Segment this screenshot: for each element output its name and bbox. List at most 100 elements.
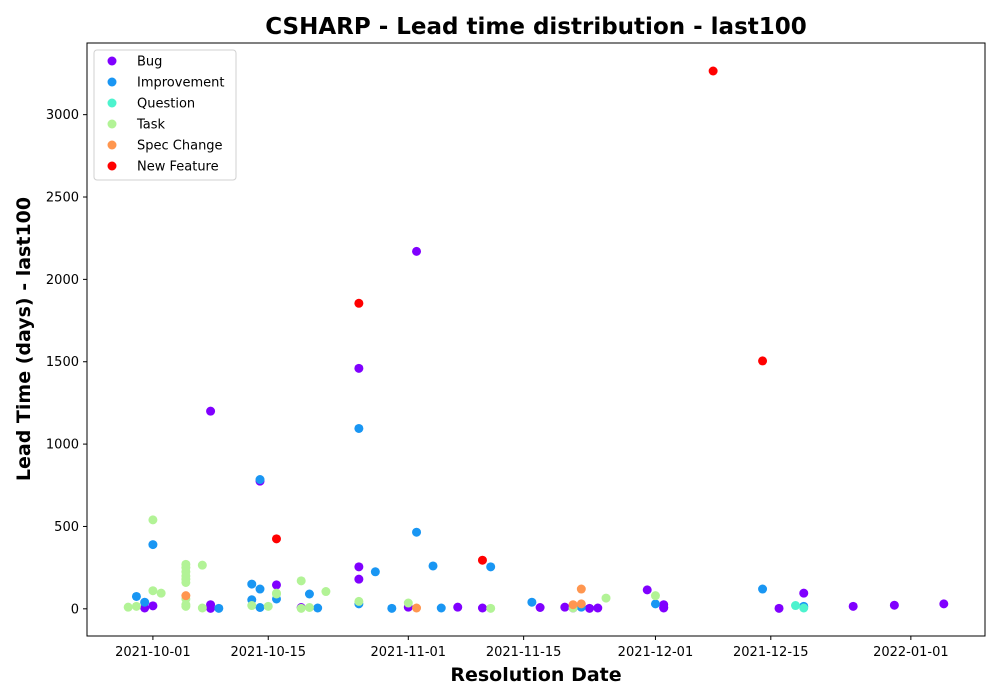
data-point: [206, 406, 216, 416]
legend-label: Improvement: [137, 76, 224, 91]
data-point: [708, 66, 718, 76]
data-point: [354, 596, 364, 606]
data-point: [271, 534, 281, 544]
data-point: [197, 560, 207, 570]
data-point: [412, 527, 422, 537]
legend: Bug Improvement Question Task Spec Change New…: [93, 49, 237, 181]
x-tick-label: 2022-01-01: [873, 645, 949, 660]
data-point: [799, 603, 809, 613]
y-axis-label: Lead Time (days) - last100: [13, 197, 35, 481]
y-tick-label: 0: [71, 602, 79, 617]
legend-marker: [107, 161, 117, 171]
plot-area: 2021-10-01 2021-10-15 2021-11-01 2021-11-15…: [46, 42, 986, 660]
series-task: [123, 515, 660, 613]
series-question: [791, 601, 809, 613]
data-point: [791, 601, 801, 611]
series-spec-change: [181, 584, 586, 613]
legend-label: Spec Change: [137, 139, 223, 154]
data-point: [585, 603, 595, 613]
data-point: [354, 562, 364, 572]
data-point: [659, 603, 669, 613]
data-point: [304, 603, 314, 613]
data-point: [486, 603, 496, 613]
data-point: [799, 588, 809, 598]
data-point: [271, 580, 281, 590]
legend-box: [93, 49, 237, 181]
data-point: [527, 597, 537, 607]
data-point: [181, 591, 191, 601]
x-tick-label: 2021-10-15: [230, 645, 306, 660]
data-point: [255, 584, 265, 594]
data-point: [412, 603, 422, 613]
data-point: [568, 600, 578, 610]
legend-label: Task: [136, 118, 166, 133]
data-point: [939, 599, 949, 609]
legend-label: Bug: [137, 55, 162, 70]
legend-marker: [107, 140, 117, 150]
data-point: [131, 601, 141, 611]
data-point: [650, 599, 660, 609]
y-tick-label: 2500: [46, 191, 79, 206]
y-tick-label: 3000: [46, 108, 79, 123]
legend-label: Question: [137, 97, 195, 112]
data-point: [148, 515, 158, 525]
data-point: [848, 601, 858, 611]
y-tick-label: 1500: [46, 355, 79, 370]
data-point: [148, 586, 158, 596]
data-point: [247, 579, 257, 589]
data-point: [296, 603, 306, 613]
data-point: [354, 298, 364, 308]
data-point: [181, 601, 191, 611]
data-point: [296, 576, 306, 586]
legend-marker: [107, 98, 117, 108]
series-improvement: [131, 423, 809, 613]
data-point: [576, 599, 586, 609]
data-point: [123, 602, 133, 612]
x-tick-label: 2021-11-01: [371, 645, 447, 660]
chart-title: CSHARP - Lead time distribution - last10…: [265, 14, 807, 40]
data-point: [131, 591, 141, 601]
series-new-feature: [271, 66, 768, 565]
data-point: [255, 603, 265, 613]
data-point: [370, 567, 380, 577]
data-point: [403, 598, 413, 608]
y-tick-label: 2000: [46, 273, 79, 288]
data-point: [197, 603, 207, 613]
data-point: [263, 601, 273, 611]
data-point: [148, 601, 158, 611]
x-axis-label: Resolution Date: [450, 664, 621, 686]
x-tick-label: 2021-10-01: [115, 645, 191, 660]
data-point: [535, 603, 545, 613]
legend-marker: [107, 119, 117, 129]
data-point: [181, 577, 191, 587]
data-point: [354, 423, 364, 433]
data-point: [560, 602, 570, 612]
data-point: [271, 589, 281, 599]
data-point: [650, 591, 660, 601]
legend-label: New Feature: [137, 160, 219, 175]
data-point: [354, 363, 364, 373]
plot-frame: [86, 42, 986, 637]
data-point: [428, 561, 438, 571]
data-point: [436, 603, 446, 613]
data-point: [206, 603, 216, 613]
series-bug: [140, 246, 949, 613]
data-point: [387, 603, 397, 613]
data-point: [214, 603, 224, 613]
x-tick-label: 2021-12-15: [733, 645, 809, 660]
data-point: [140, 597, 150, 607]
data-point: [642, 585, 652, 595]
data-point: [156, 588, 166, 598]
x-tick-label: 2021-12-01: [618, 645, 694, 660]
data-point: [486, 562, 496, 572]
data-point: [576, 584, 586, 594]
data-point: [354, 574, 364, 584]
data-point: [247, 601, 257, 611]
data-point: [889, 600, 899, 610]
y-tick-label: 1000: [46, 438, 79, 453]
data-point: [255, 475, 265, 485]
y-tick-label: 500: [54, 520, 79, 535]
data-point: [148, 540, 158, 550]
x-tick-label: 2021-11-15: [486, 645, 562, 660]
